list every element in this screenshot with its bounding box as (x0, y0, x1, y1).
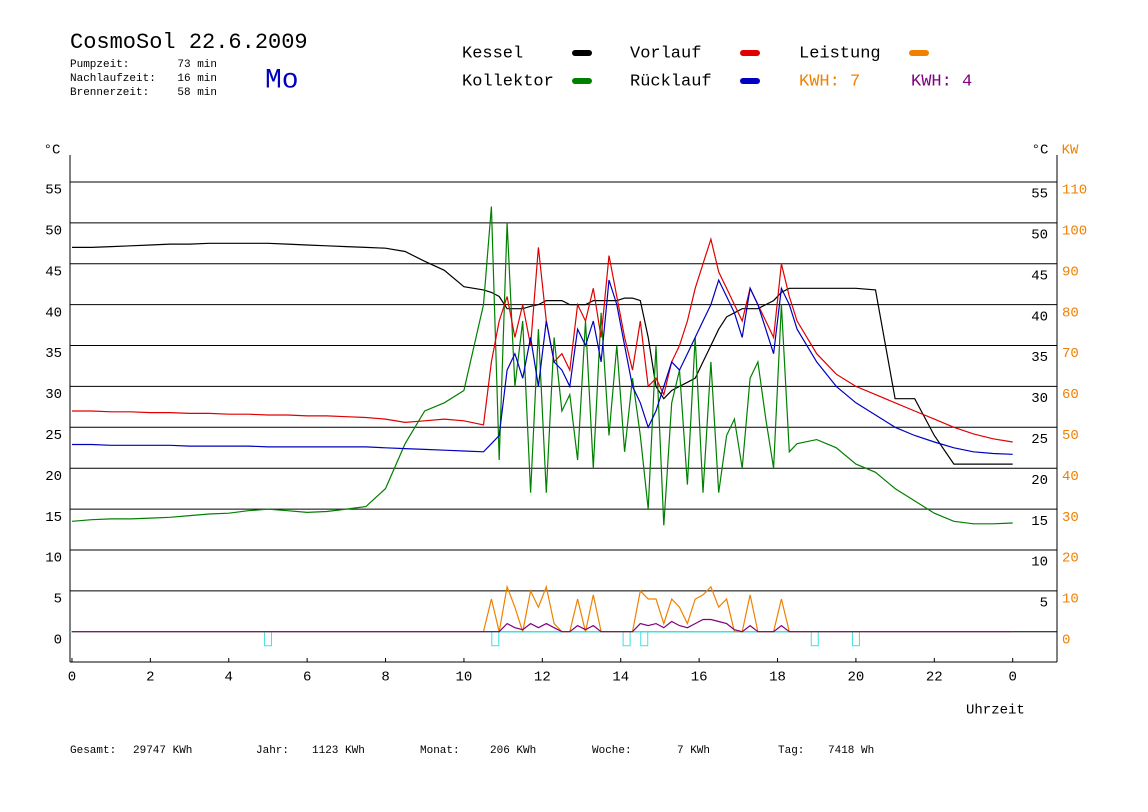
x-tick-label: 8 (381, 670, 389, 686)
x-tick-label: 0 (68, 670, 76, 686)
footer-value: 29747 KWh (133, 745, 192, 757)
y-tick-label: 15 (45, 510, 62, 526)
legend-label: Kessel (462, 44, 523, 63)
x-tick-label: 18 (769, 670, 786, 686)
series-line (72, 278, 1013, 455)
y-right-tick-label: 45 (1031, 268, 1048, 284)
y-right-tick-label: 10 (1031, 555, 1048, 571)
y-right-tick-label: 35 (1031, 350, 1048, 366)
y2-tick-label: 70 (1062, 346, 1079, 362)
chart-title: CosmoSol 22.6.2009 (70, 30, 308, 55)
series-line (72, 242, 1013, 465)
legend-label: Kollektor (462, 72, 554, 91)
y-tick-label: 10 (45, 551, 62, 567)
legend-label: Rücklauf (630, 72, 712, 91)
x-tick-label: 12 (534, 670, 551, 686)
stat-label: Pumpzeit: (70, 59, 129, 71)
y-right-tick-label: 20 (1031, 473, 1048, 489)
y-right-tick-label: 40 (1031, 309, 1048, 325)
x-tick-label: 16 (691, 670, 708, 686)
stat-label: Nachlaufzeit: (70, 73, 156, 85)
y2-tick-label: 50 (1062, 428, 1079, 444)
series-line (71, 206, 1013, 526)
y2-tick-label: 60 (1062, 387, 1079, 403)
stat-value: 73 min (177, 59, 217, 71)
y2-tick-label: 10 (1062, 592, 1079, 608)
y2-tick-label: 40 (1062, 469, 1079, 485)
footer-label: Gesamt: (70, 745, 116, 757)
y-right-tick-label: 25 (1031, 432, 1048, 448)
footer-value: 7 KWh (677, 745, 710, 757)
annotation: KWH: 7 (799, 72, 860, 91)
y-right-tick-label: 55 (1031, 187, 1048, 203)
status-marker (640, 631, 649, 647)
y-tick-label: 30 (45, 387, 62, 403)
y-tick-label: 45 (45, 264, 62, 280)
series-line (72, 236, 1013, 443)
y2-tick-label: 110 (1062, 183, 1087, 199)
y2-tick-label: 20 (1062, 551, 1079, 567)
stat-label: Brennerzeit: (70, 87, 149, 99)
footer-value: 206 KWh (490, 745, 536, 757)
stat-value: 58 min (177, 87, 217, 99)
y-tick-label: 35 (45, 346, 62, 362)
y2-tick-label: 80 (1062, 305, 1079, 321)
legend-label: Vorlauf (630, 44, 701, 63)
y-tick-label: 55 (45, 183, 62, 199)
y-tick-label: 0 (54, 632, 62, 648)
y-tick-label: 25 (45, 428, 62, 444)
footer-label: Tag: (778, 745, 804, 757)
x-tick-label: 14 (612, 670, 629, 686)
y-right-tick-label: 5 (1040, 596, 1048, 612)
x-tick-label: 10 (456, 670, 473, 686)
x-tick-label: 0 (1009, 670, 1017, 686)
x-tick-label: 2 (146, 670, 154, 686)
y2-tick-label: 0 (1062, 632, 1070, 648)
y-right-axis-label: °C (1032, 143, 1049, 159)
x-tick-label: 6 (303, 670, 311, 686)
y-right-tick-label: 30 (1031, 391, 1048, 407)
footer-label: Monat: (420, 745, 460, 757)
footer-value: 1123 KWh (312, 745, 365, 757)
y2-tick-label: 90 (1062, 264, 1079, 280)
day-label: Mo (265, 65, 299, 96)
y2-tick-label: 30 (1062, 510, 1079, 526)
footer-label: Jahr: (256, 745, 289, 757)
annotation: KWH: 4 (911, 72, 972, 91)
x-tick-label: 4 (225, 670, 233, 686)
x-axis-label: Uhrzeit (966, 703, 1025, 719)
y-tick-label: 5 (54, 592, 62, 608)
y-right-tick-label: 50 (1031, 228, 1048, 244)
legend-label: Leistung (799, 44, 881, 63)
y-tick-label: 20 (45, 469, 62, 485)
series-line (72, 618, 1013, 633)
y-axis-label: °C (44, 143, 61, 159)
x-tick-label: 22 (926, 670, 943, 686)
y-tick-label: 50 (45, 224, 62, 240)
y2-tick-label: 100 (1062, 224, 1087, 240)
footer-label: Woche: (592, 745, 632, 757)
stat-value: 16 min (177, 73, 217, 85)
y-right-tick-label: 15 (1031, 514, 1048, 530)
footer-value: 7418 Wh (828, 745, 874, 757)
x-tick-label: 20 (848, 670, 865, 686)
y2-axis-label: KW (1062, 143, 1079, 159)
y-tick-label: 40 (45, 305, 62, 321)
